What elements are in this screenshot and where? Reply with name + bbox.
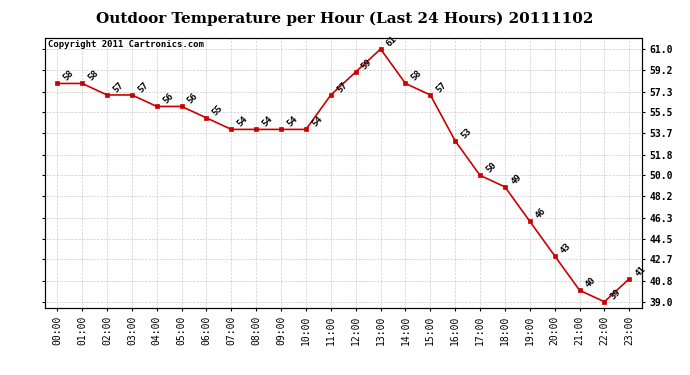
Text: 58: 58 xyxy=(61,69,75,82)
Text: 59: 59 xyxy=(360,57,374,71)
Text: 46: 46 xyxy=(534,207,548,220)
Text: 54: 54 xyxy=(260,115,275,129)
Text: 57: 57 xyxy=(335,80,349,94)
Text: Outdoor Temperature per Hour (Last 24 Hours) 20111102: Outdoor Temperature per Hour (Last 24 Ho… xyxy=(97,11,593,26)
Text: 50: 50 xyxy=(484,160,498,175)
Text: 61: 61 xyxy=(385,34,399,48)
Text: 49: 49 xyxy=(509,172,523,186)
Text: 58: 58 xyxy=(410,69,424,82)
Text: 54: 54 xyxy=(285,115,299,129)
Text: 39: 39 xyxy=(609,287,622,301)
Text: 57: 57 xyxy=(435,80,448,94)
Text: 56: 56 xyxy=(186,92,200,106)
Text: 40: 40 xyxy=(584,276,598,290)
Text: 54: 54 xyxy=(235,115,250,129)
Text: 58: 58 xyxy=(86,69,100,82)
Text: 55: 55 xyxy=(210,103,225,117)
Text: 56: 56 xyxy=(161,92,175,106)
Text: 57: 57 xyxy=(136,80,150,94)
Text: 41: 41 xyxy=(633,264,647,278)
Text: Copyright 2011 Cartronics.com: Copyright 2011 Cartronics.com xyxy=(48,40,204,49)
Text: 43: 43 xyxy=(559,241,573,255)
Text: 54: 54 xyxy=(310,115,324,129)
Text: 53: 53 xyxy=(460,126,473,140)
Text: 57: 57 xyxy=(111,80,125,94)
